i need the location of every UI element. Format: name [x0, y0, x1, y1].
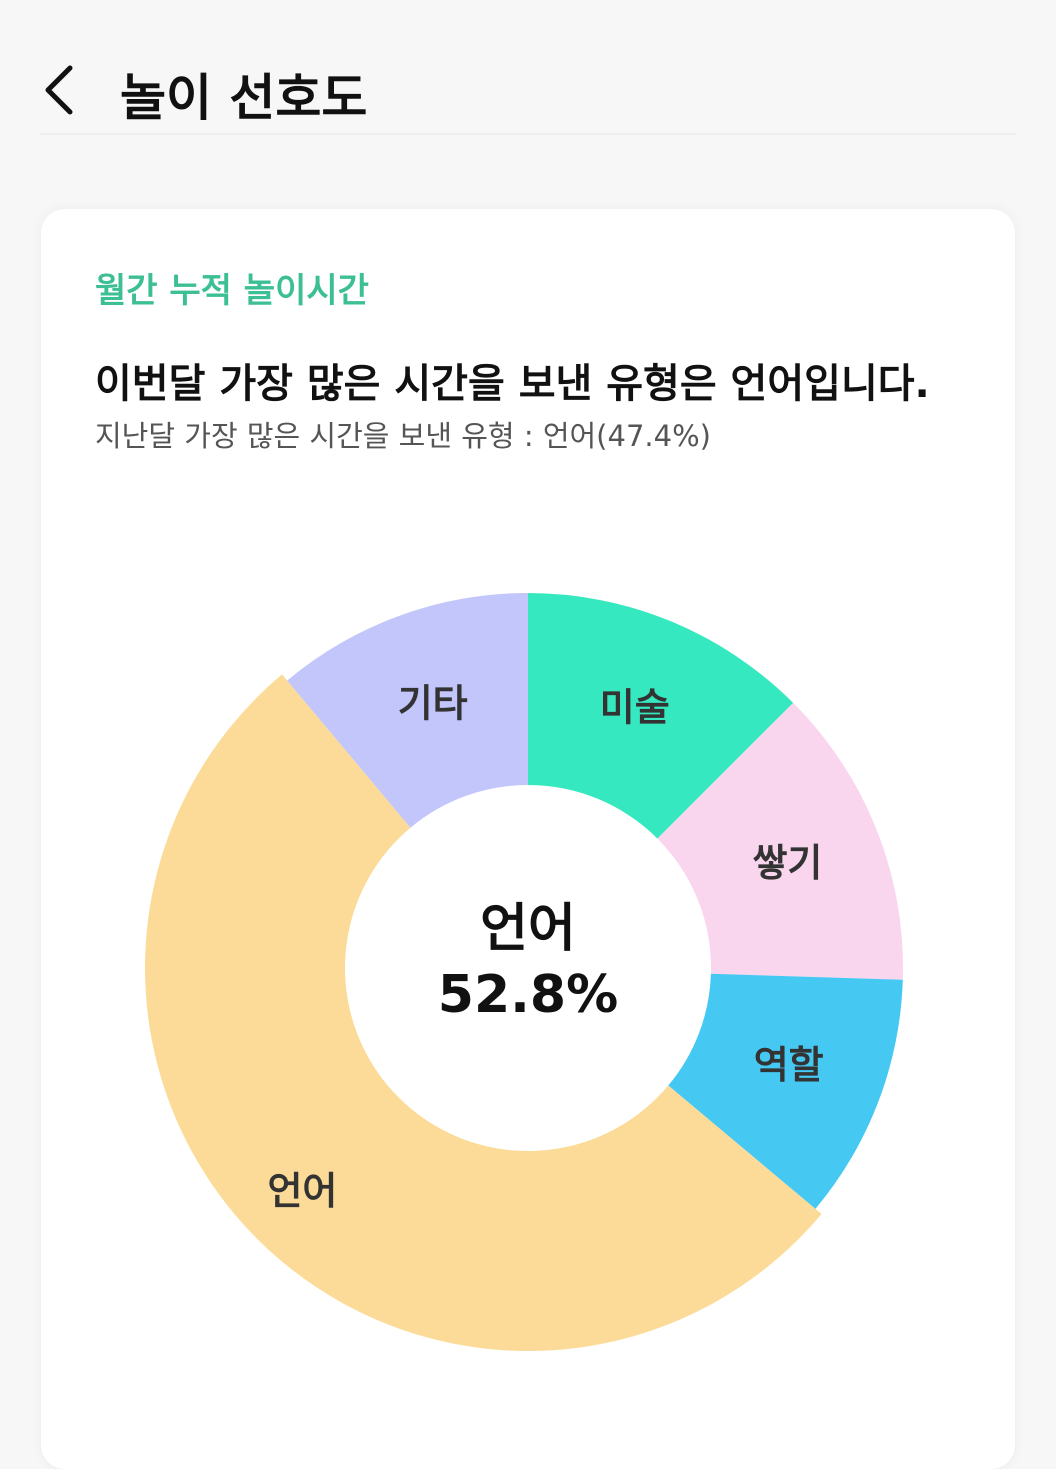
- center-label: 언어: [480, 899, 576, 959]
- page-title: 놀이 선호도: [120, 69, 368, 127]
- donut-segment: [528, 593, 794, 839]
- segment-label: 기타: [398, 681, 468, 725]
- donut-segment: [287, 593, 528, 828]
- segment-label: 미술: [600, 686, 670, 730]
- donut-segment: [657, 702, 904, 980]
- center-value: 52.8%: [438, 965, 618, 1025]
- donut-segment: [145, 674, 822, 1351]
- card-note: 지난달 가장 많은 시간을 보낸 유형 : 언어(47.4%): [95, 419, 711, 453]
- segment-label: 언어: [267, 1169, 337, 1213]
- segment-label: 쌓기: [752, 841, 822, 885]
- donut-segment: [668, 973, 903, 1209]
- segment-label: 역할: [754, 1043, 824, 1087]
- card-subtitle: 월간 누적 놀이시간: [95, 271, 369, 311]
- card-headline: 이번달 가장 많은 시간을 보낸 유형은 언어입니다.: [95, 361, 930, 407]
- back-button[interactable]: [40, 64, 80, 116]
- divider: [40, 133, 1016, 135]
